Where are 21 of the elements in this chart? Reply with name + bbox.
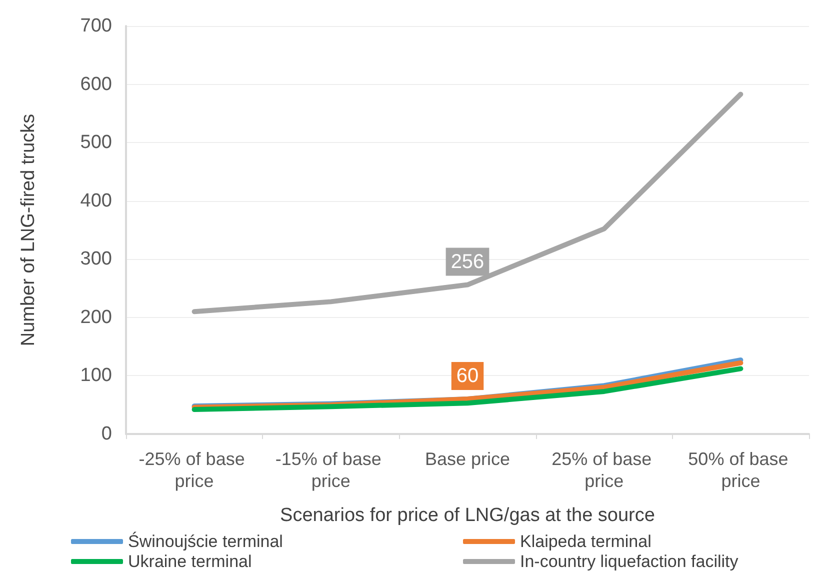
y-tick-label: 200 [80,306,112,328]
y-tick-label: 0 [101,424,112,444]
y-tick-label: 700 [80,16,112,36]
y-tick-label: 300 [80,248,112,270]
legend-label: Klaipeda terminal [520,532,652,551]
x-tick-label: Base price [424,449,510,469]
data-label: 256 [450,250,484,273]
x-axis-title: Scenarios for price of LNG/gas at the source [280,505,655,526]
legend-label: Ukraine terminal [128,552,252,571]
y-axis-title: Number of LNG-fired trucks [18,114,39,346]
x-tick-label: -15% of base price [275,449,386,491]
y-tick-label: 100 [80,365,112,386]
data-label: 60 [456,365,479,388]
legend-label: In-country liquefaction facility [520,552,739,571]
y-tick-label: 500 [80,132,112,154]
legend-label: Świnoujście terminal [128,531,283,551]
y-tick-label: 600 [80,74,112,95]
y-tick-label: 400 [80,190,112,212]
x-tick-label: 50% of base price [688,449,794,491]
x-tick-label: 25% of base price [552,449,657,491]
x-tick-label: -25% of base price [138,449,250,491]
